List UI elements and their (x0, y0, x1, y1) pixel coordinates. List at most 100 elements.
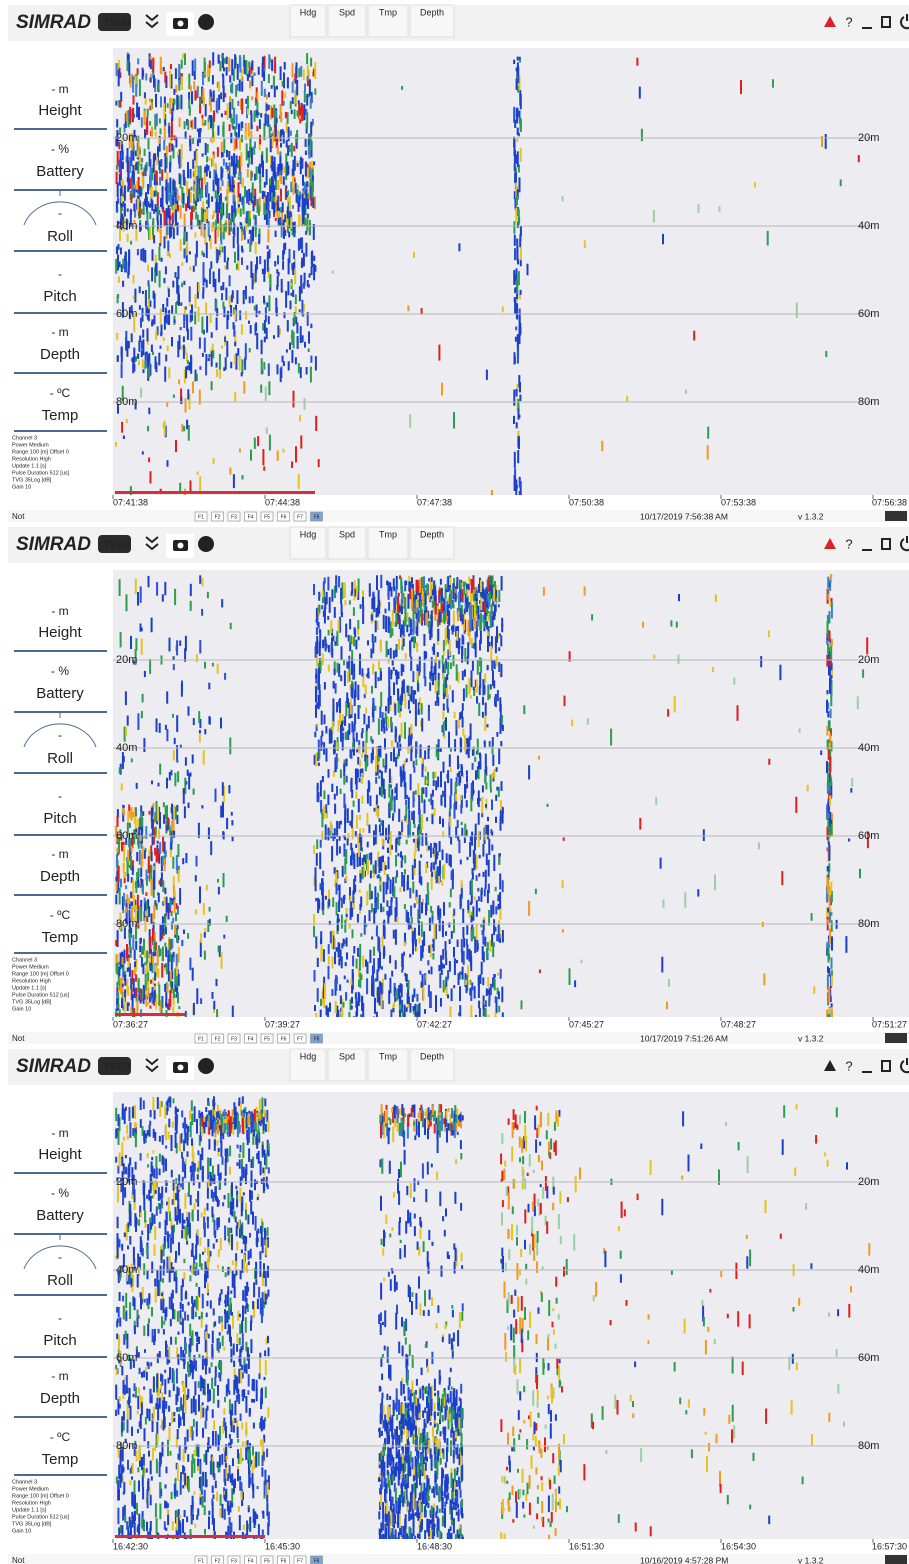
function-key-label[interactable]: F3 (231, 1036, 237, 1042)
echo-pixel (179, 155, 181, 169)
function-key-label[interactable]: F2 (215, 514, 221, 520)
echo-pixel (300, 326, 302, 343)
echo-pixel (341, 957, 343, 969)
echo-pixel (153, 155, 155, 164)
function-key-label[interactable]: F6 (281, 514, 287, 520)
echo-pixel (123, 862, 125, 872)
echo-pixel (226, 57, 228, 65)
echo-pixel (322, 883, 324, 887)
tab-label[interactable]: Depth (420, 7, 444, 17)
tab-label[interactable]: Depth (420, 529, 444, 539)
tab-label[interactable]: Tmp (379, 529, 397, 539)
echo-pixel (158, 893, 160, 902)
function-key-label[interactable]: F7 (297, 514, 303, 520)
echo-pixel (334, 669, 336, 676)
echo-pixel (341, 915, 343, 929)
echo-pixel (289, 145, 291, 152)
echo-pixel (428, 705, 430, 712)
function-key-label[interactable]: F4 (248, 514, 254, 520)
echo-pixel (469, 687, 471, 691)
tab-label[interactable]: Hdg (300, 1051, 317, 1061)
function-key-label[interactable]: F6 (281, 1036, 287, 1042)
function-key-label[interactable]: F1 (198, 1036, 204, 1042)
echo-pixel (124, 989, 126, 997)
function-key-label[interactable]: F8 (314, 1036, 320, 1042)
function-key-label[interactable]: F5 (264, 1036, 270, 1042)
echo-pixel (149, 121, 151, 125)
echo-pixel (425, 903, 427, 915)
tab-label[interactable]: Hdg (300, 7, 317, 17)
echo-pixel (406, 819, 408, 824)
echo-pixel (395, 960, 397, 969)
echo-pixel (417, 683, 419, 692)
echo-pixel (435, 995, 437, 1012)
tab-label[interactable]: Hdg (300, 529, 317, 539)
echo-pixel (199, 640, 201, 654)
echo-pixel (173, 831, 175, 838)
function-key-label[interactable]: F2 (215, 1036, 221, 1042)
function-key-label[interactable]: F8 (314, 514, 320, 520)
echo-pixel (169, 215, 171, 220)
echo-pixel (401, 822, 403, 832)
echo-pixel (829, 757, 831, 772)
tab-label[interactable]: Tmp (379, 7, 397, 17)
echo-pixel (228, 785, 230, 793)
echo-pixel (173, 750, 175, 761)
echo-pixel (334, 641, 336, 646)
echo-pixel (416, 897, 418, 905)
keyboard-button[interactable] (885, 511, 907, 521)
echo-pixel (430, 580, 432, 596)
echo-pixel (223, 873, 225, 887)
help-button[interactable]: ? (845, 536, 852, 551)
keyboard-button[interactable] (885, 1033, 907, 1043)
echo-pixel (210, 261, 212, 269)
echo-pixel (825, 134, 827, 149)
echo-pixel (471, 638, 473, 646)
echo-pixel (179, 118, 181, 128)
help-button[interactable]: ? (845, 14, 852, 29)
echo-pixel (400, 770, 402, 787)
echo-pixel (159, 118, 161, 123)
echo-pixel (421, 814, 423, 829)
function-key-label[interactable]: F7 (297, 1036, 303, 1042)
echo-pixel (176, 278, 178, 294)
echo-pixel (210, 239, 212, 250)
echo-pixel (486, 608, 488, 613)
echo-pixel (324, 715, 326, 725)
echo-pixel (470, 1005, 472, 1017)
echo-pixel (584, 586, 586, 595)
echo-pixel (255, 322, 257, 331)
echo-pixel (303, 69, 305, 80)
tab-label[interactable]: Spd (339, 529, 355, 539)
echo-pixel (493, 587, 495, 601)
echo-pixel (173, 957, 175, 962)
echo-pixel (407, 875, 409, 889)
minimize-button[interactable] (862, 27, 872, 29)
echo-pixel (233, 160, 235, 176)
echo-pixel (155, 812, 157, 822)
minimize-button[interactable] (862, 549, 872, 551)
tab-label[interactable]: Spd (339, 7, 355, 17)
echo-pixel (828, 886, 830, 892)
echo-pixel (236, 155, 238, 167)
echo-pixel (202, 578, 204, 586)
function-key-label[interactable]: F3 (231, 514, 237, 520)
echo-pixel (287, 206, 289, 218)
echo-pixel (453, 909, 455, 916)
echo-pixel (381, 771, 383, 786)
function-key-label[interactable]: F1 (198, 514, 204, 520)
echo-pixel (169, 143, 171, 152)
echo-pixel (477, 660, 479, 675)
echo-pixel (373, 830, 375, 845)
echo-pixel (390, 670, 392, 680)
echo-pixel (515, 208, 517, 222)
function-key-label[interactable]: F4 (248, 1036, 254, 1042)
echo-pixel (377, 621, 379, 630)
echo-pixel (168, 205, 170, 218)
echo-pixel (519, 177, 521, 192)
echo-pixel (830, 646, 832, 661)
echo-pixel (359, 666, 361, 675)
echo-pixel (204, 71, 206, 76)
function-key-label[interactable]: F5 (264, 514, 270, 520)
echo-pixel (231, 820, 233, 825)
